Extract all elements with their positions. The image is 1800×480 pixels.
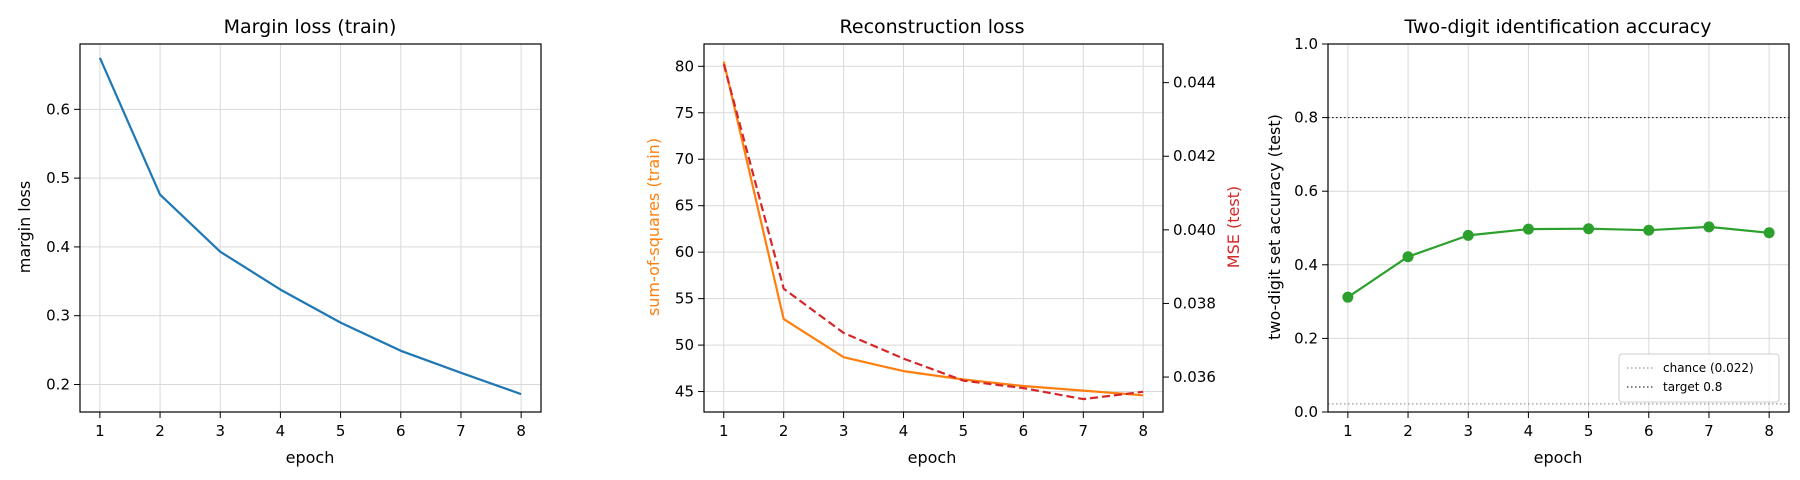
data-point [1583,223,1595,235]
tick-layer: 1 2 3 4 5 6 7 8 0.0 0.2 0.4 0.6 0.8 1.0 [1294,35,1774,440]
y2-tick-label: 0.044 [1173,74,1216,92]
y-tick-label: 60 [675,243,694,261]
y-tick-label: 1.0 [1294,35,1318,53]
y-tick-label: 70 [675,150,694,168]
y-tick-label: 0.6 [46,100,70,118]
accuracy-panel: Two-digit identification accuracy epoch … [1265,16,1790,467]
data-point [1522,223,1534,235]
series-layer [722,61,1144,401]
data-point [1643,224,1655,236]
x-tick-label: 4 [1524,422,1534,440]
series-layer [98,57,522,396]
y-tick-label: 0.5 [46,169,70,187]
y-tick-label: 50 [675,336,694,354]
y-tick-label: 65 [675,197,694,215]
y-tick-label: 0.8 [1294,109,1318,127]
x-tick-label: 2 [155,422,165,440]
x-tick-label: 6 [1644,422,1654,440]
y-tick-label: 75 [675,104,694,122]
reconstruction-loss-panel: Reconstruction loss epoch sum-of-squares… [644,16,1243,467]
y-tick-label: 0.4 [1294,256,1318,274]
y-axis-label: margin loss [15,181,34,273]
legend-label: target 0.8 [1663,380,1722,394]
y-tick-label: 55 [675,290,694,308]
x-tick-label: 2 [779,422,789,440]
y-tick-label: 80 [675,57,694,75]
tick-layer: 1 2 3 4 5 6 7 845505560657075800.0360.0380.0400… [675,57,1216,440]
y-tick-label: 45 [675,383,694,401]
x-tick-label: 1 [1343,422,1353,440]
y-tick-label: 0.3 [46,307,70,325]
x-tick-label: 1 [719,422,729,440]
y2-tick-label: 0.042 [1173,147,1216,165]
x-tick-label: 7 [456,422,466,440]
data-point [1342,291,1354,303]
x-tick-label: 3 [215,422,225,440]
series-line [722,61,1144,397]
data-point [1703,221,1715,233]
y-tick-label: 0.4 [46,238,70,256]
panel-title: Two-digit identification accuracy [1403,16,1711,38]
legend: chance (0.022) target 0.8 [1618,353,1780,403]
x-tick-label: 3 [839,422,849,440]
grid [80,44,541,412]
y2-tick-label: 0.036 [1173,368,1216,386]
plot-frame [703,43,1164,413]
x-tick-label: 6 [1019,422,1029,440]
data-point [1462,229,1474,241]
y-tick-label: 0.6 [1294,182,1318,200]
y-tick-label: 0.2 [1294,329,1318,347]
x-tick-label: 4 [899,422,909,440]
series-layer [1328,117,1789,405]
x-tick-label: 5 [959,422,969,440]
plot-frame [1327,43,1790,413]
grid [704,44,1163,412]
data-point [1402,251,1414,263]
x-tick-label: 4 [276,422,286,440]
x-tick-label: 7 [1079,422,1089,440]
x-tick-label: 8 [516,422,526,440]
series-line [722,63,1144,401]
x-tick-label: 5 [336,422,346,440]
x-tick-label: 8 [1138,422,1148,440]
x-axis-label: epoch [1534,448,1583,467]
series-line [1347,225,1770,299]
x-tick-label: 6 [396,422,406,440]
y-tick-label: 0.0 [1294,403,1318,421]
y-tick-label: 0.2 [46,375,70,393]
y2-tick-label: 0.038 [1173,294,1216,312]
tick-layer: 1 2 3 4 5 6 7 8 0.2 0.3 0.4 0.5 0.6 [46,100,526,440]
x-axis-label: epoch [908,448,957,467]
legend-label: chance (0.022) [1663,361,1754,375]
x-tick-label: 1 [95,422,105,440]
panel-title: Margin loss (train) [224,16,397,38]
panel-title: Reconstruction loss [840,16,1025,38]
right-y-axis-label: MSE (test) [1224,186,1243,268]
margin-loss-panel: Margin loss (train) epoch margin loss 1 2… [15,16,542,467]
x-tick-label: 2 [1403,422,1413,440]
y2-tick-label: 0.040 [1173,221,1216,239]
data-point [1763,227,1775,239]
y-axis-label: two-digit set accuracy (test) [1265,114,1284,340]
x-axis-label: epoch [286,448,335,467]
series-line [98,57,522,396]
legend-box [1618,353,1780,403]
plot-frame [79,43,542,413]
x-tick-label: 5 [1584,422,1594,440]
x-tick-label: 8 [1764,422,1774,440]
left-y-axis-label: sum-of-squares (train) [644,138,663,316]
x-tick-label: 3 [1463,422,1473,440]
x-tick-label: 7 [1704,422,1714,440]
